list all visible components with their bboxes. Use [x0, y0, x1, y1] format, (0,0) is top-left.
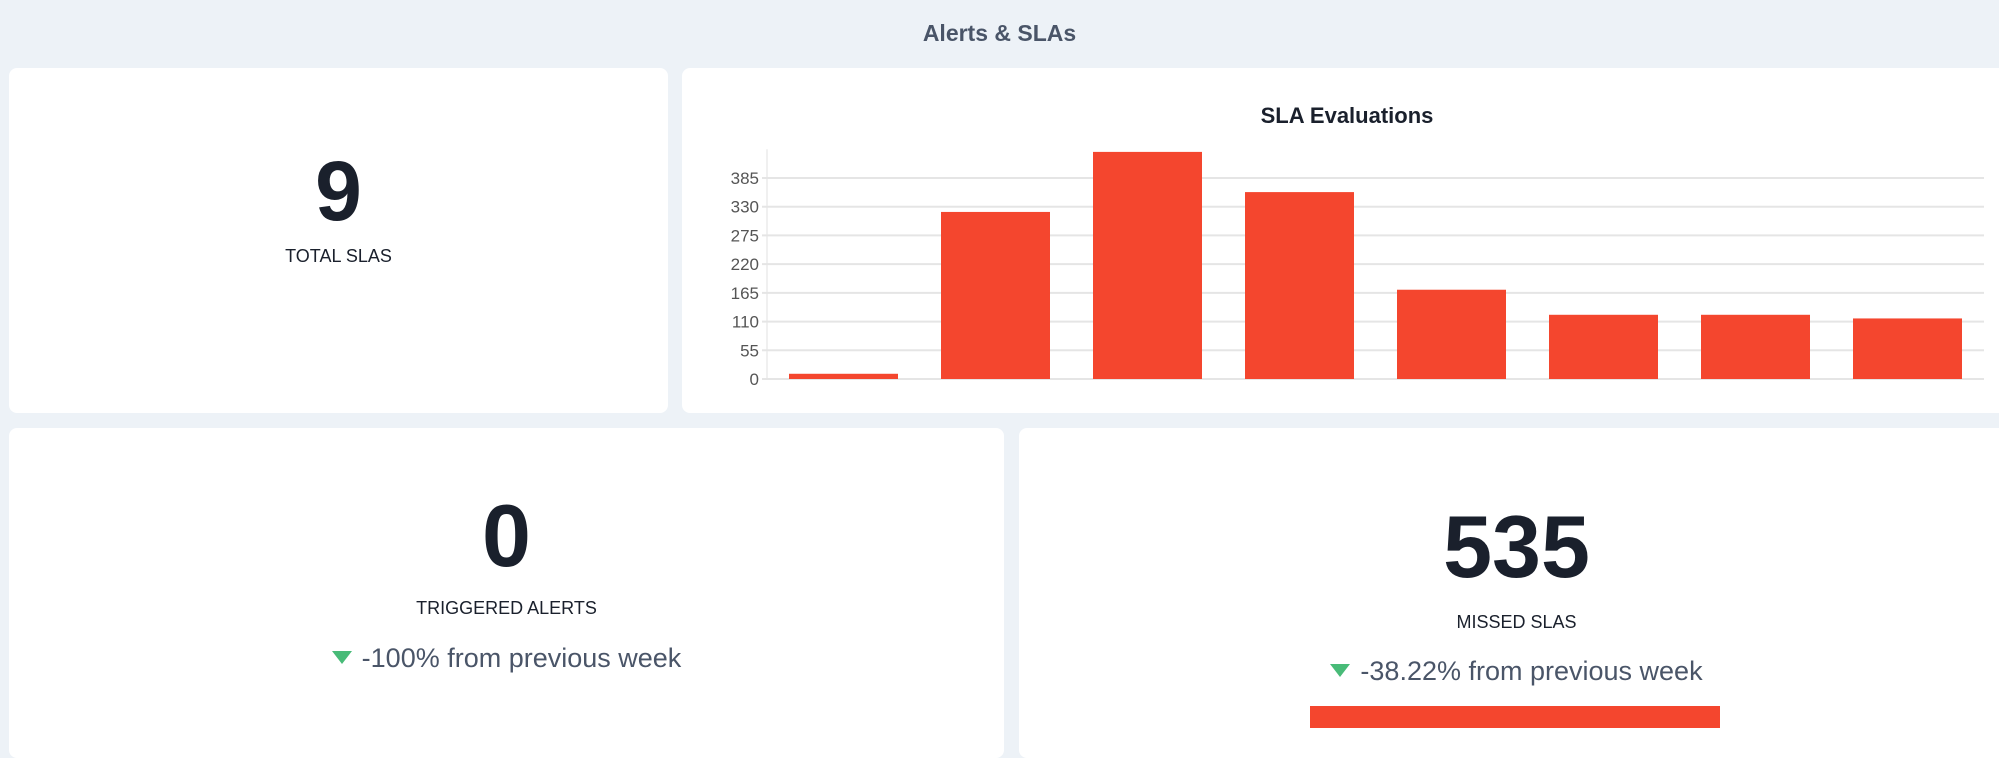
trend-down-icon — [1330, 664, 1351, 678]
bar-2 — [941, 211, 1050, 379]
missed-slas-progress-bar — [1310, 706, 1720, 728]
total-slas-card: 9 TOTAL SLAS — [9, 68, 668, 413]
missed-slas-change-text: -38.22% from previous week — [1360, 656, 1703, 686]
y-tick-label: 55 — [740, 341, 759, 360]
missed-slas-card: 535 MISSED SLAS -38.22% from previous we… — [1019, 428, 1999, 758]
y-tick-label: 220 — [731, 255, 759, 274]
bar-6 — [1549, 314, 1658, 379]
total-slas-value: 9 — [315, 144, 362, 238]
trend-down-icon — [331, 651, 352, 665]
triggered-alerts-change: -100% from previous week — [9, 643, 1004, 674]
triggered-alerts-card: 0 TRIGGERED ALERTS -100% from previous w… — [9, 428, 1004, 758]
bar-8 — [1853, 318, 1962, 379]
triggered-alerts-label: TRIGGERED ALERTS — [416, 598, 597, 618]
chart-title: SLA Evaluations — [1261, 103, 1434, 128]
y-tick-label: 110 — [732, 313, 759, 332]
bar-7 — [1701, 314, 1810, 379]
total-slas-label: TOTAL SLAS — [285, 246, 392, 266]
bar-4 — [1245, 192, 1354, 379]
triggered-alerts-value: 0 — [482, 486, 531, 585]
bar-5 — [1397, 289, 1506, 379]
y-tick-label: 0 — [750, 370, 759, 389]
bar-3 — [1093, 151, 1202, 379]
section-title: Alerts & SLAs — [922, 19, 1077, 46]
sla-evaluations-card: SLA Evaluations 0 55 110 165 220 275 330 385 — [682, 68, 1999, 413]
missed-slas-value: 535 — [1443, 497, 1590, 596]
y-tick-label: 330 — [731, 198, 759, 217]
y-tick-label: 385 — [731, 169, 759, 188]
y-tick-label: 275 — [731, 226, 759, 245]
bar-1 — [789, 373, 898, 379]
missed-slas-label: MISSED SLAS — [1456, 612, 1577, 632]
sla-evaluations-chart: SLA Evaluations 0 55 110 165 220 275 330 385 — [731, 103, 1984, 389]
triggered-alerts-change-text: -100% from previous week — [361, 643, 682, 673]
y-tick-label: 165 — [731, 284, 759, 303]
missed-slas-change: -38.22% from previous week — [1019, 656, 1999, 687]
